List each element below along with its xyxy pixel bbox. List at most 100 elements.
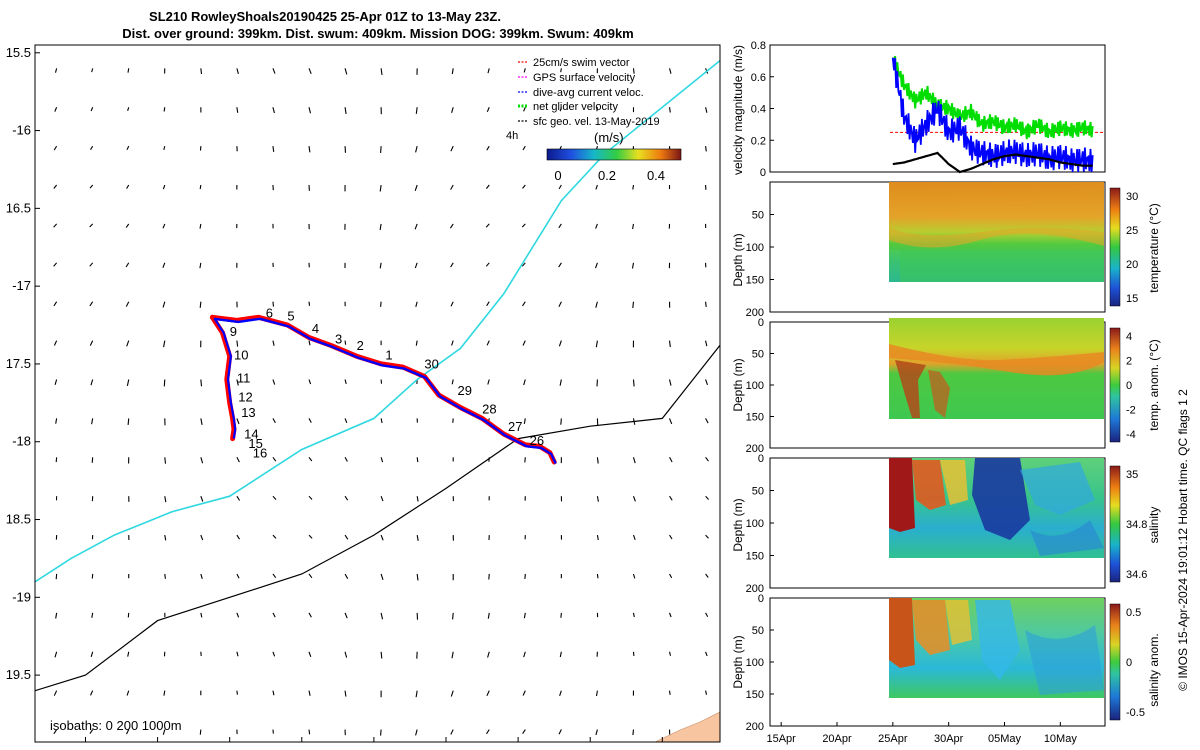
day-label: 9 (230, 324, 237, 339)
day-label: 15 (248, 436, 262, 451)
vector-arrow (380, 729, 382, 736)
vector-arrow (380, 612, 384, 620)
vector-arrow (90, 651, 94, 657)
vector-arrow (89, 301, 94, 307)
vector-arrow (200, 534, 204, 541)
vector-arrow (449, 223, 454, 229)
vector-arrow (127, 107, 130, 111)
day-label: 5 (287, 308, 294, 323)
vector-arrow (126, 379, 130, 387)
temp-anomaly-colorbar-ticks: 4 2 0 -2 -4 (1126, 331, 1136, 441)
vector-arrow (705, 107, 708, 113)
vector-arrow (521, 262, 526, 267)
vector-arrow (272, 107, 275, 114)
vector-arrow (90, 690, 94, 696)
vector-arrow (487, 68, 490, 74)
vector-arrow (344, 534, 349, 540)
map-y-tick-label: -18 (12, 434, 31, 449)
temperature-cb-tick: 15 (1126, 293, 1138, 305)
temp-anomaly-depth-tick-label: 50 (752, 349, 764, 361)
vector-arrow (452, 612, 454, 620)
vector-arrow (524, 457, 526, 463)
day-label: 12 (238, 389, 252, 404)
vector-arrow (380, 573, 384, 580)
vector-arrow (705, 573, 709, 578)
vector-arrow (344, 651, 348, 658)
vector-arrow (344, 457, 348, 462)
speed-colorbar (546, 148, 682, 161)
vector-arrow (485, 184, 490, 189)
vector-arrow (236, 340, 239, 347)
vector-arrow (344, 340, 347, 345)
vector-arrow (236, 495, 241, 501)
vector-arrow (705, 495, 710, 500)
vector-arrow (596, 496, 599, 502)
vector-arrow (522, 690, 526, 696)
glider-track-red (209, 314, 557, 465)
vector-arrow (668, 379, 672, 386)
vector-arrow (127, 68, 130, 73)
vector-arrow (380, 534, 384, 541)
temp-anomaly-depth-tick-label: 200 (746, 443, 764, 455)
vector-arrow (126, 340, 130, 347)
vector-arrow (163, 340, 166, 348)
temp-anomaly-cb-tick: 2 (1126, 356, 1132, 368)
salinity-ylabel: Depth (m) (731, 498, 745, 551)
vector-arrow (485, 262, 490, 267)
vector-arrow (380, 495, 384, 502)
day-label: 30 (424, 357, 438, 372)
salinity-anomaly-ylabel: Depth (m) (731, 635, 745, 688)
vector-arrow (199, 223, 202, 229)
vector-arrow (416, 534, 419, 541)
vector-arrow (199, 301, 202, 308)
time-marker-label: 4h (506, 130, 518, 142)
temp-anomaly-panel: 0 50 100 150 200 Depth (m) 4 2 0 -2 -4 temp. ano… (731, 317, 1161, 455)
copyright-note: © IMOS 15-Apr-2024 19:01:12 Hobart time.… (1176, 389, 1190, 691)
salinity-depth-tick-label: 0 (758, 453, 764, 465)
vector-arrow (451, 68, 454, 75)
temperature-cb-tick: 20 (1126, 259, 1138, 271)
vector-arrow (236, 379, 239, 386)
vector-arrow (595, 729, 598, 736)
vector-arrow (344, 107, 347, 114)
vector-arrow (632, 729, 635, 736)
vector-arrow (164, 534, 167, 541)
day-label: 16 (253, 445, 267, 460)
map-x-tick-label: 117 (219, 748, 240, 750)
vector-arrow (486, 301, 490, 307)
map-y-tick-label: 19.5 (6, 667, 31, 682)
vector-arrow (126, 690, 130, 696)
velocity-y-tick-label: 0.8 (751, 40, 766, 52)
vector-arrow (272, 340, 275, 346)
vector-arrow (126, 729, 130, 735)
vector-arrow (668, 340, 671, 347)
salinity-cb-tick: 34.8 (1126, 519, 1147, 531)
map-legend: 25cm/s swim vector GPS surface velocity … (518, 57, 660, 128)
salinity-colorbar-ticks: 35 34.8 34.6 (1126, 469, 1147, 581)
vector-arrow (200, 495, 204, 502)
svg-text:GPS surface velocity: GPS surface velocity (533, 72, 636, 84)
vector-arrow (272, 146, 275, 152)
vector-arrow (451, 107, 454, 113)
vector-arrow (415, 145, 418, 153)
vector-arrow (632, 612, 635, 618)
vector-arrow (669, 457, 673, 463)
vector-arrow (308, 146, 311, 153)
map-y-tick-label: 17.5 (6, 356, 31, 371)
vector-arrow (379, 223, 382, 231)
vector-arrow (308, 612, 312, 618)
vector-arrow (90, 107, 94, 112)
vector-arrow (308, 301, 311, 306)
vector-arrow (668, 690, 671, 695)
vector-arrow (631, 262, 635, 269)
temperature-panel: 50 100 150 200 Depth (m) 30 25 20 15 temperatu… (731, 181, 1161, 319)
vector-arrow (308, 573, 313, 579)
vector-arrow (705, 340, 708, 347)
vector-arrow (125, 301, 130, 307)
vector-arrow (344, 495, 349, 501)
salinity-anomaly-cb-tick: 0 (1126, 657, 1132, 669)
vector-arrow (200, 612, 203, 618)
vector-arrow (558, 262, 562, 268)
vector-arrow (53, 301, 58, 307)
